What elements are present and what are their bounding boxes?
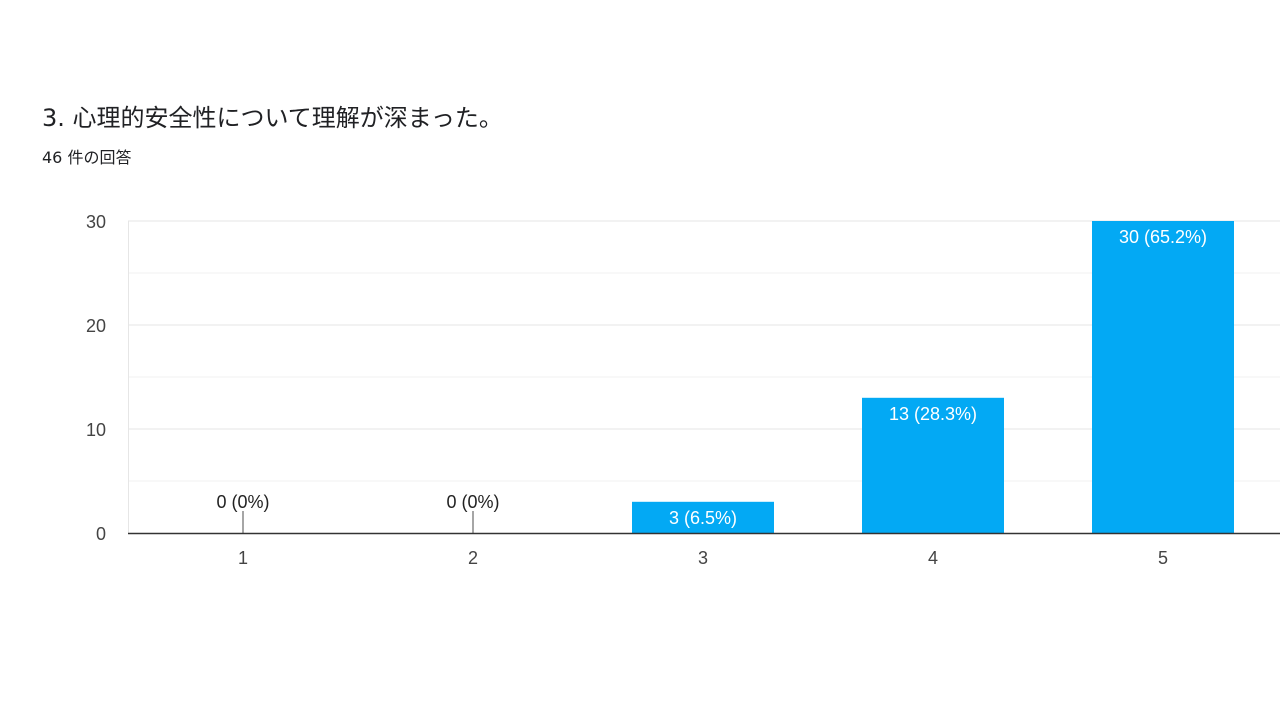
- x-tick-label-1: 1: [238, 548, 248, 568]
- bar-5: [1092, 221, 1234, 533]
- data-label-5: 30 (65.2%): [1119, 227, 1207, 247]
- data-label-3: 3 (6.5%): [669, 508, 737, 528]
- y-tick-label: 10: [86, 420, 106, 440]
- y-tick-label: 20: [86, 316, 106, 336]
- grid-lines: [128, 220, 1280, 533]
- bar-3: [632, 501, 774, 533]
- x-tick-label-5: 5: [1158, 548, 1168, 568]
- bars: [242, 221, 1234, 533]
- bar-4: [862, 397, 1004, 533]
- response-count: 46 件の回答: [42, 148, 132, 167]
- x-tick-label-2: 2: [468, 548, 478, 568]
- y-tick-label: 30: [86, 212, 106, 232]
- y-tick-label: 0: [96, 524, 106, 544]
- data-label-1: 0 (0%): [216, 492, 269, 512]
- x-tick-label-4: 4: [928, 548, 938, 568]
- x-tick-label-3: 3: [698, 548, 708, 568]
- labels: 0 10 20 30 0 (0%) 1 0 (0%) 2 3 (6.5%) 3 13 (28.3%)…: [86, 212, 1207, 568]
- data-label-2: 0 (0%): [446, 492, 499, 512]
- question-title: 3. 心理的安全性について理解が深まった。: [42, 104, 503, 132]
- data-label-4: 13 (28.3%): [889, 404, 977, 424]
